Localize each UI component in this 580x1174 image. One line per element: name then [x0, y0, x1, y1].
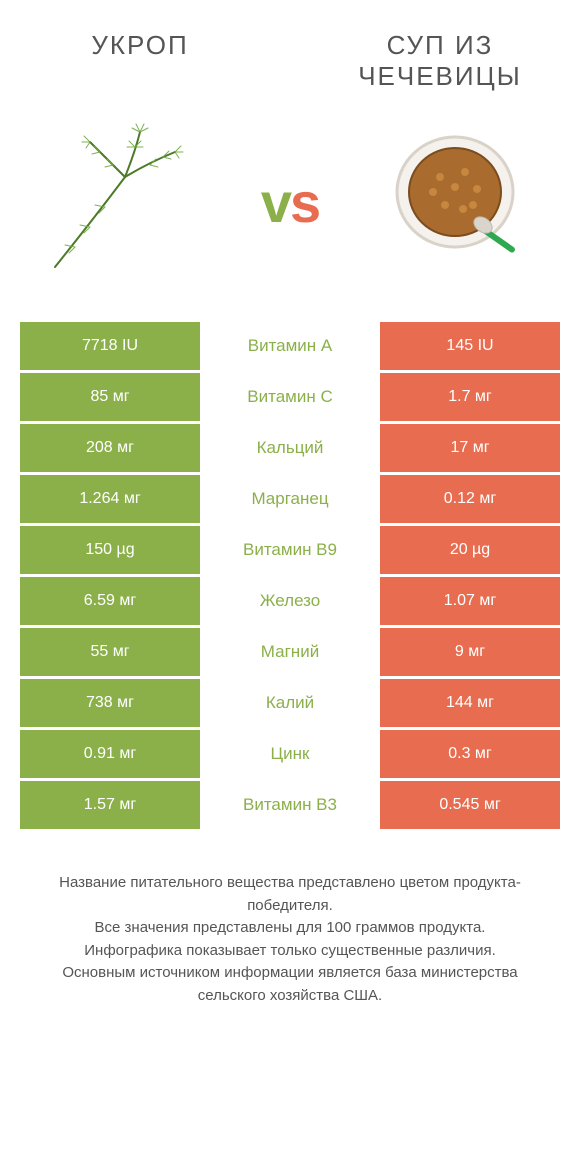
right-value: 0.12 мг — [380, 475, 560, 523]
right-value: 9 мг — [380, 628, 560, 676]
soup-icon — [385, 127, 535, 277]
left-value: 208 мг — [20, 424, 200, 472]
right-value: 144 мг — [380, 679, 560, 727]
nutrient-label: Витамин B3 — [200, 781, 380, 829]
table-row: 150 µgВитамин B920 µg — [20, 526, 560, 574]
nutrient-label: Витамин C — [200, 373, 380, 421]
right-value: 145 IU — [380, 322, 560, 370]
nutrient-label: Железо — [200, 577, 380, 625]
table-row: 208 мгКальций17 мг — [20, 424, 560, 472]
right-value: 0.545 мг — [380, 781, 560, 829]
right-value: 1.07 мг — [380, 577, 560, 625]
table-row: 1.264 мгМарганец0.12 мг — [20, 475, 560, 523]
vs-label: vs — [261, 170, 319, 235]
right-product-image — [370, 112, 550, 292]
nutrient-label: Магний — [200, 628, 380, 676]
left-value: 1.264 мг — [20, 475, 200, 523]
right-value: 20 µg — [380, 526, 560, 574]
vs-v: v — [261, 171, 290, 234]
right-value: 17 мг — [380, 424, 560, 472]
left-value: 85 мг — [20, 373, 200, 421]
left-product-image — [30, 112, 210, 292]
nutrient-label: Калий — [200, 679, 380, 727]
table-row: 7718 IUВитамин A145 IU — [20, 322, 560, 370]
footer-line: Основным источником информации является … — [30, 962, 550, 1007]
header-row: УКРОП СУП ИЗ ЧЕЧЕВИЦЫ — [0, 0, 580, 102]
footer-notes: Название питательного вещества представл… — [0, 832, 580, 1027]
left-value: 55 мг — [20, 628, 200, 676]
left-product-title-box: УКРОП — [40, 30, 240, 61]
nutrient-label: Цинк — [200, 730, 380, 778]
right-value: 0.3 мг — [380, 730, 560, 778]
dill-icon — [35, 117, 205, 287]
comparison-table: 7718 IUВитамин A145 IU85 мгВитамин C1.7 … — [0, 322, 580, 832]
left-product-title: УКРОП — [40, 30, 240, 61]
left-value: 0.91 мг — [20, 730, 200, 778]
vs-s: s — [290, 171, 319, 234]
right-value: 1.7 мг — [380, 373, 560, 421]
nutrient-label: Витамин A — [200, 322, 380, 370]
left-value: 150 µg — [20, 526, 200, 574]
nutrient-label: Витамин B9 — [200, 526, 380, 574]
table-row: 6.59 мгЖелезо1.07 мг — [20, 577, 560, 625]
footer-line: Инфографика показывает только существенн… — [30, 940, 550, 963]
right-product-title: СУП ИЗ ЧЕЧЕВИЦЫ — [340, 30, 540, 92]
right-product-title-box: СУП ИЗ ЧЕЧЕВИЦЫ — [340, 30, 540, 92]
table-row: 0.91 мгЦинк0.3 мг — [20, 730, 560, 778]
images-row: vs — [0, 102, 580, 322]
table-row: 85 мгВитамин C1.7 мг — [20, 373, 560, 421]
left-value: 6.59 мг — [20, 577, 200, 625]
footer-line: Название питательного вещества представл… — [30, 872, 550, 917]
nutrient-label: Кальций — [200, 424, 380, 472]
left-value: 738 мг — [20, 679, 200, 727]
table-row: 1.57 мгВитамин B30.545 мг — [20, 781, 560, 829]
nutrient-label: Марганец — [200, 475, 380, 523]
left-value: 1.57 мг — [20, 781, 200, 829]
table-row: 55 мгМагний9 мг — [20, 628, 560, 676]
footer-line: Все значения представлены для 100 граммо… — [30, 917, 550, 940]
table-row: 738 мгКалий144 мг — [20, 679, 560, 727]
left-value: 7718 IU — [20, 322, 200, 370]
